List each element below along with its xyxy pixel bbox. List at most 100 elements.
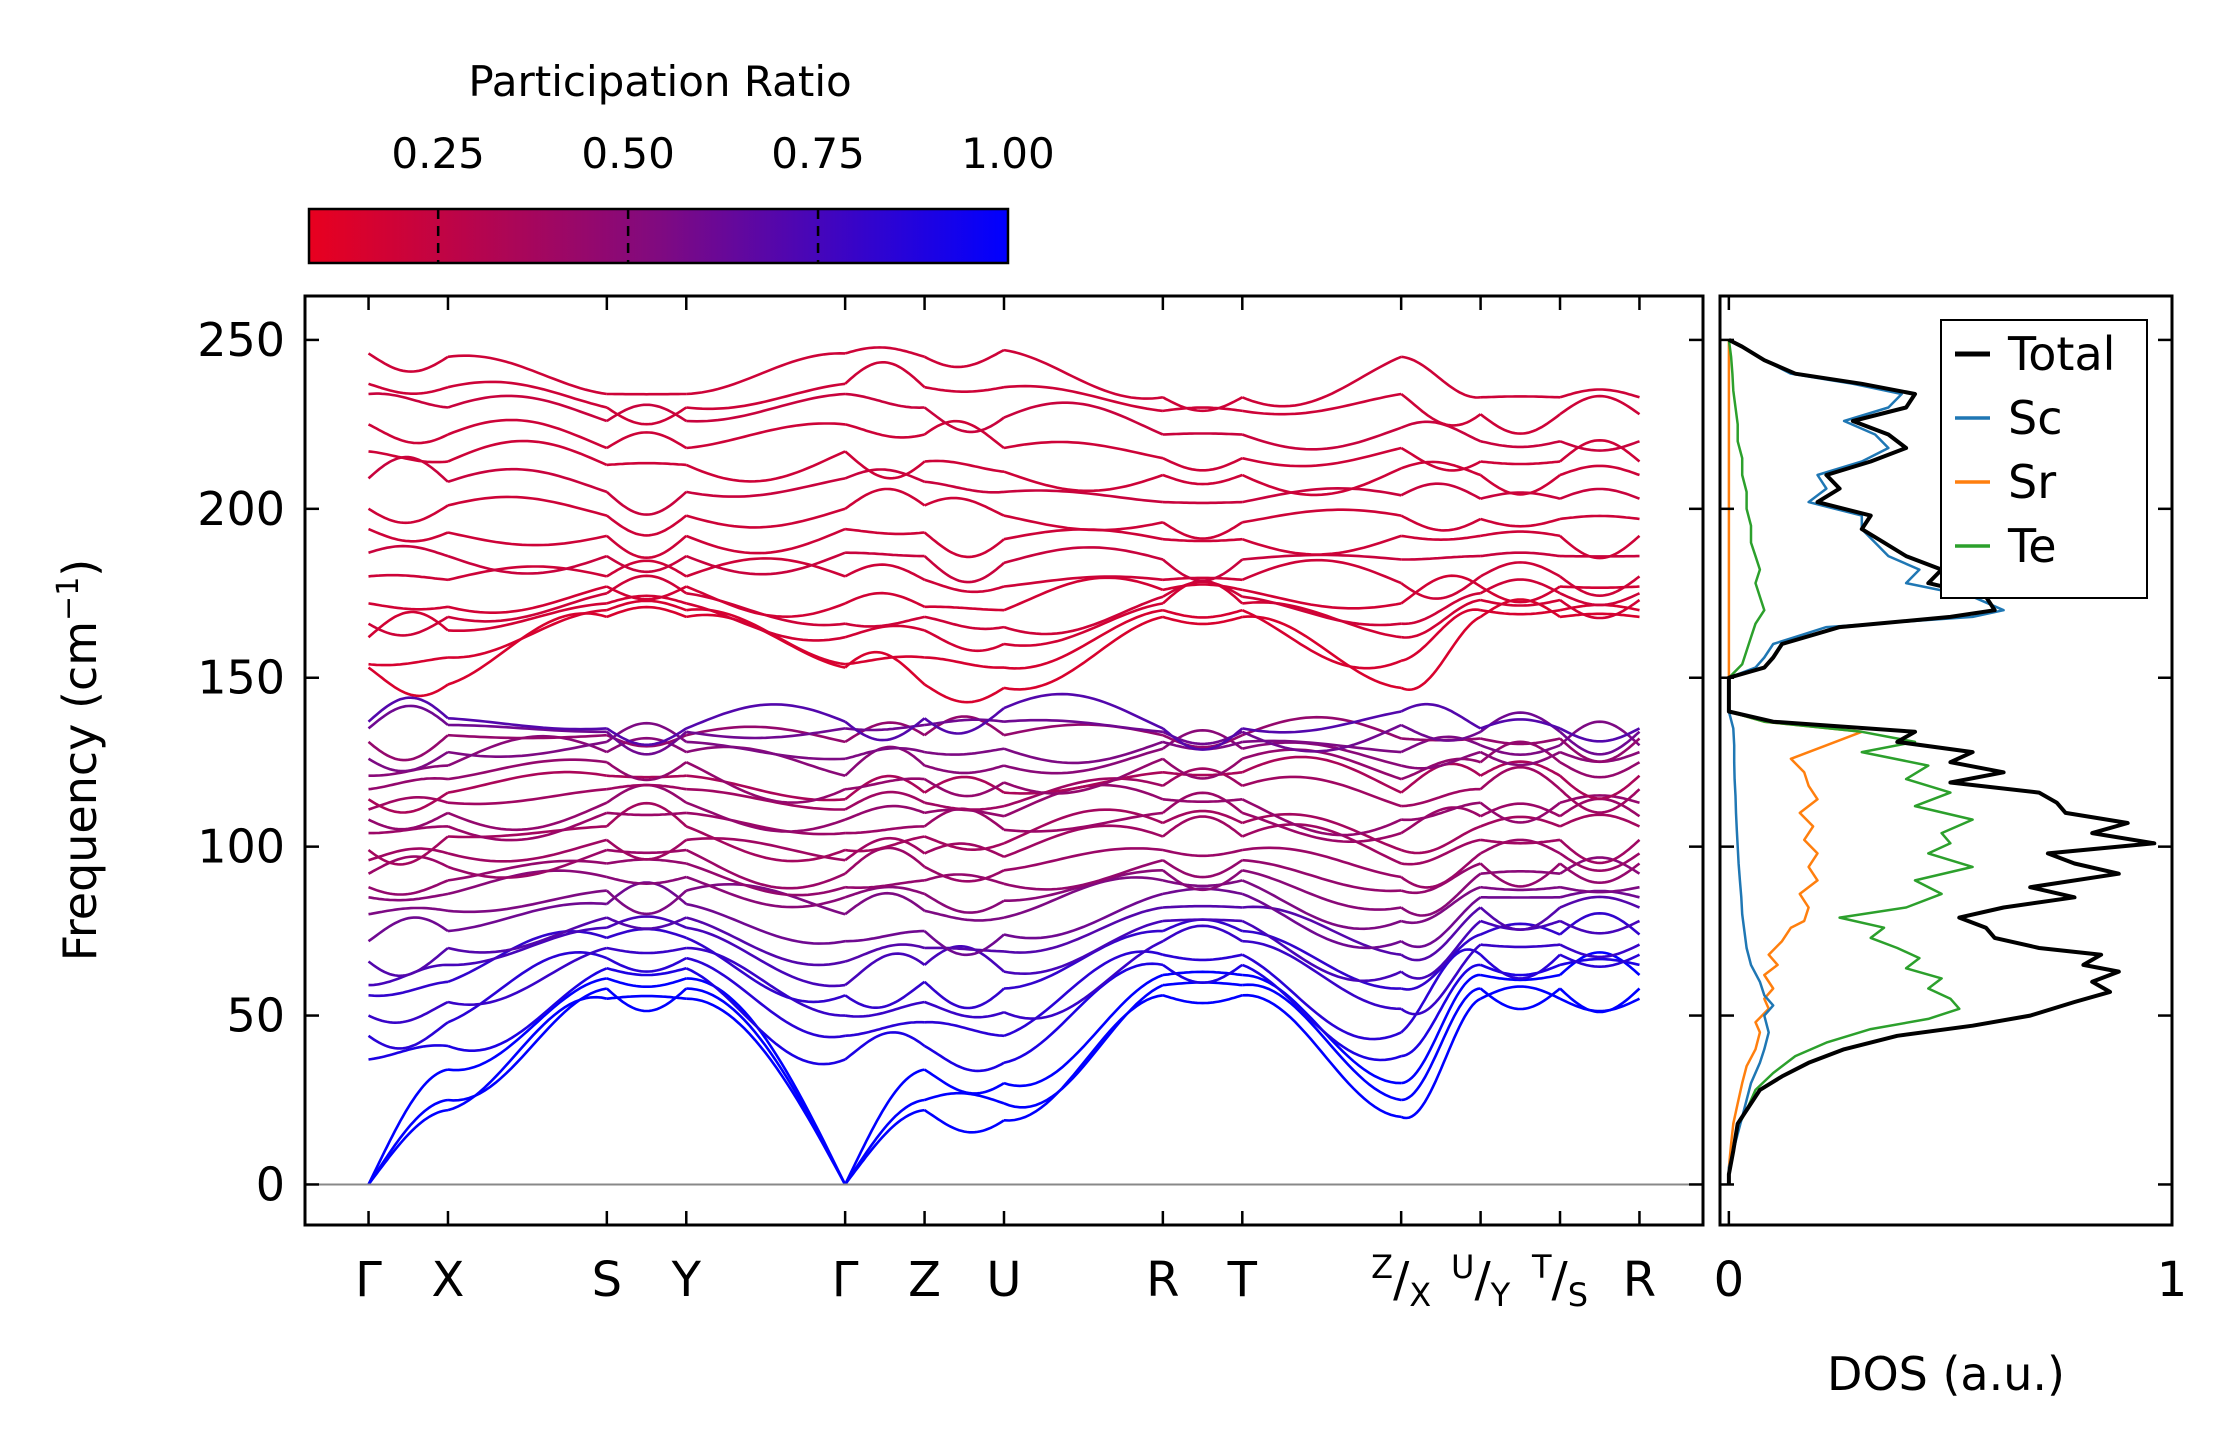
phonon-branch (844, 1108, 925, 1186)
phonon-branch (606, 994, 687, 1000)
phonon-branch (606, 733, 687, 748)
phonon-branch (1242, 739, 1402, 754)
phonon-branch (367, 696, 449, 723)
phonon-branch (447, 825, 607, 839)
phonon-branch (1003, 940, 1164, 1020)
phonon-branch (606, 956, 687, 973)
colorbar-tick-label: 0.50 (581, 129, 675, 178)
phonon-branch (1480, 885, 1561, 892)
phonon-branch (447, 838, 608, 863)
y-tick-label: 250 (197, 313, 285, 367)
phonon-branch (1559, 813, 1641, 828)
phonon-branch (1003, 528, 1164, 541)
phonon-branch (1559, 862, 1641, 885)
phonon-branch (606, 585, 687, 601)
phonon-branch (1162, 953, 1243, 962)
phonon-branch (368, 847, 449, 862)
phonon-branch (1559, 394, 1641, 416)
dos-series-total (1726, 338, 2157, 1185)
phonon-branch (1400, 615, 1482, 692)
phonon-branch (923, 980, 1005, 1010)
phonon-branch (845, 929, 925, 943)
phonon-branch (1400, 906, 1482, 962)
phonon-branch (606, 727, 687, 747)
phonon-branch (447, 531, 608, 547)
phonon-branch (1480, 985, 1561, 1000)
phonon-branch (923, 892, 1005, 914)
phonon-branch (1003, 489, 1164, 504)
phonon-branch (1003, 973, 1164, 1088)
phonon-branch (1003, 876, 1164, 919)
phonon-branch (1559, 761, 1641, 779)
k-point-label: U (986, 1252, 1021, 1308)
phonon-branch (1242, 392, 1402, 416)
phonon-branch (1162, 791, 1244, 814)
phonon-branch (1400, 750, 1481, 770)
phonon-branch (1241, 879, 1402, 931)
phonon-branch (844, 346, 925, 359)
phonon-branch (1559, 919, 1641, 935)
phonon-branch (606, 574, 688, 595)
phonon-branch (685, 761, 846, 804)
phonon-branch (685, 875, 846, 909)
phonon-branch (606, 875, 687, 886)
phonon-branch (447, 592, 608, 623)
phonon-branch (1162, 815, 1244, 838)
phonon-branch (367, 666, 449, 698)
phonon-branch (1480, 718, 1561, 730)
phonon-branch (1162, 500, 1243, 505)
phonon-branch (1479, 862, 1561, 888)
phonon-branch (685, 551, 846, 576)
phonon-branch (923, 683, 1005, 704)
phonon-branch (1003, 514, 1164, 532)
dos-x-axis-label: DOS (a.u.) (1827, 1347, 2065, 1401)
colorbar-gradient (307, 207, 1010, 265)
phonon-branch (924, 615, 1005, 631)
phonon-branch (1241, 534, 1402, 556)
phonon-branch (1401, 554, 1481, 561)
phonon-branch (1162, 457, 1243, 472)
phonon-branch (447, 901, 607, 933)
phonon-branch (686, 727, 846, 740)
phonon-branch (1242, 486, 1402, 504)
phonon-branch (606, 461, 687, 467)
phonon-branch (367, 855, 449, 875)
phonon-branch (1162, 727, 1244, 751)
phonon-branch (447, 717, 607, 731)
phonon-branch (1003, 747, 1164, 775)
phonon-branch (924, 385, 1005, 393)
phonon-branch (1241, 426, 1402, 451)
phonon-branch (1559, 885, 1640, 894)
phonon-branch (924, 865, 1005, 883)
phonon-branch (844, 563, 926, 581)
phonon-branch (447, 439, 608, 467)
phonon-branch (1241, 811, 1402, 843)
phonon-branch (606, 554, 687, 574)
phonon-branch (1479, 765, 1561, 791)
phonon-branch (845, 825, 925, 835)
phonon-branch (368, 906, 449, 916)
phonon-branch (606, 848, 687, 855)
phonon-branch (368, 879, 449, 896)
dos-plot-frame (1718, 294, 2174, 1227)
phonon-branch (844, 980, 926, 1009)
phonon-branch (1559, 911, 1641, 936)
phonon-branch (923, 707, 1005, 735)
phonon-branch (1479, 906, 1561, 932)
phonon-branch (844, 487, 926, 510)
phonon-branch (1400, 574, 1482, 605)
phonon-branch (368, 892, 449, 902)
phonon-branch (1241, 558, 1402, 585)
phonon-branch (685, 825, 846, 863)
phonon-branch (1400, 885, 1482, 925)
phonon-branch (844, 885, 925, 899)
phonon-branch (686, 902, 846, 945)
phonon-branch (1559, 598, 1641, 620)
phonon-branch (447, 585, 608, 614)
phonon-branch (1241, 798, 1402, 837)
phonon-branch (367, 1000, 449, 1025)
phonon-branch (924, 835, 1005, 851)
phonon-branch (1162, 767, 1244, 787)
phonon-branch (447, 950, 608, 1024)
phonon-branch (447, 611, 608, 686)
